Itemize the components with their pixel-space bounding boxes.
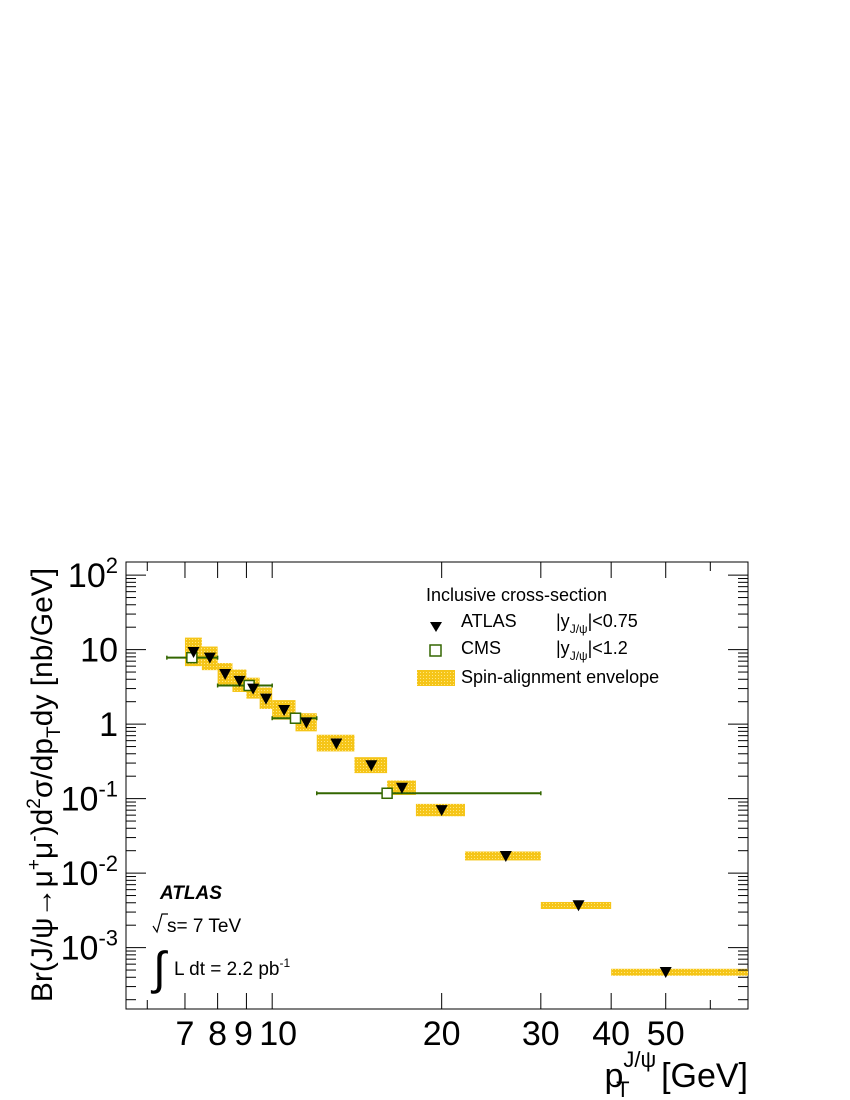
atlas-point-5 xyxy=(259,693,272,705)
y-axis-title: Br(J/ψ→μ+μ-)d2σ/dpTdy [nb/GeV] xyxy=(24,568,65,1002)
atlas-point-13 xyxy=(572,900,585,912)
legend-band-label: Spin-alignment envelope xyxy=(461,667,659,687)
x-tick-label-10: 10 xyxy=(259,1015,297,1053)
integral-symbol: ∫ xyxy=(150,942,168,994)
x-tick-label-30: 30 xyxy=(522,1015,560,1053)
atlas-point-0 xyxy=(187,646,200,658)
x-tick-label-20: 20 xyxy=(423,1015,461,1053)
y-tick-label-0.001: 10-3 xyxy=(61,926,118,968)
legend-band-marker xyxy=(417,670,455,686)
y-tick-label-0.1: 10-1 xyxy=(61,777,118,819)
lumi-label: L dt = 2.2 pb-1 xyxy=(174,956,290,980)
legend-title: Inclusive cross-section xyxy=(426,585,607,605)
atlas-point-3 xyxy=(233,675,246,687)
legend-cms-marker xyxy=(429,644,442,657)
legend-atlas-label: ATLAS xyxy=(461,611,517,631)
atlas-point-2 xyxy=(219,669,232,681)
cms-point-3 xyxy=(381,787,393,800)
plot-frame xyxy=(125,561,749,1010)
envelope-band-14 xyxy=(611,968,748,976)
legend: Inclusive cross-section ATLAS |yJ/ψ|<0.7… xyxy=(417,585,659,687)
atlas-point-7 xyxy=(300,717,313,729)
atlas-series xyxy=(187,646,672,979)
x-tick-label-40: 40 xyxy=(592,1015,630,1053)
legend-cms-label: CMS xyxy=(461,638,501,658)
atlas-point-12 xyxy=(499,850,512,862)
x-tick-label-9: 9 xyxy=(234,1015,253,1053)
atlas-point-6 xyxy=(278,704,291,716)
x-tick-label-7: 7 xyxy=(176,1015,195,1053)
legend-atlas-marker xyxy=(430,622,442,632)
experiment-annotation: ATLAS s= 7 TeV ∫ L dt = 2.2 pb-1 xyxy=(150,883,290,994)
spin-envelope-bands xyxy=(184,637,748,976)
x-tick-label-50: 50 xyxy=(647,1015,685,1053)
atlas-point-9 xyxy=(365,760,378,772)
energy-label: s= 7 TeV xyxy=(167,916,241,937)
y-tick-label-0.01: 10-2 xyxy=(61,851,118,893)
sqrt-symbol xyxy=(152,913,168,934)
atlas-point-14 xyxy=(659,967,672,979)
x-axis-title: pJ/ψ T [GeV] xyxy=(604,1047,748,1100)
atlas-point-10 xyxy=(395,782,408,794)
legend-cms-range: |yJ/ψ|<1.2 xyxy=(556,638,628,663)
x-tick-label-8: 8 xyxy=(208,1015,227,1053)
y-tick-label-1: 1 xyxy=(99,706,118,744)
atlas-point-8 xyxy=(330,738,343,750)
atlas-point-1 xyxy=(203,652,216,664)
atlas-label: ATLAS xyxy=(159,883,222,904)
atlas-point-11 xyxy=(435,805,448,817)
y-tick-label-100: 102 xyxy=(68,553,118,595)
cms-point-2 xyxy=(289,712,302,724)
atlas-point-4 xyxy=(247,683,260,695)
legend-atlas-range: |yJ/ψ|<0.75 xyxy=(556,611,638,636)
y-tick-label-10: 10 xyxy=(80,632,118,670)
